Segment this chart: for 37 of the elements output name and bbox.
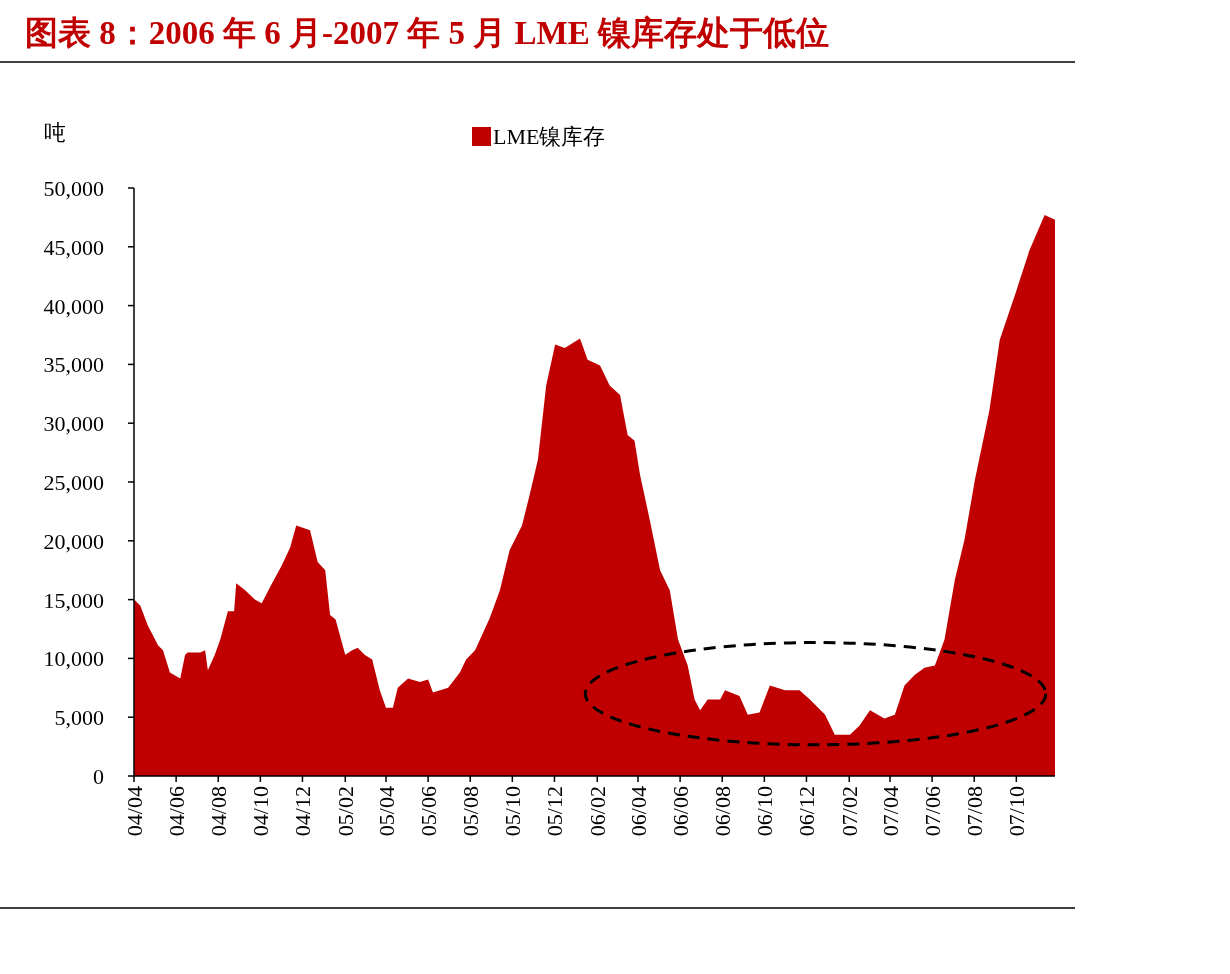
x-tick-label: 05/10 <box>500 786 526 837</box>
x-tick-label: 05/02 <box>333 786 359 837</box>
y-tick-label: 30,000 <box>43 411 104 437</box>
x-tick-label: 06/08 <box>710 786 736 837</box>
title: 图表 8：2006 年 6 月-2007 年 5 月 LME 镍库存处于低位 <box>25 15 829 51</box>
y-tick-label: 5,000 <box>54 705 104 731</box>
x-tick-label: 07/06 <box>920 786 946 837</box>
ylabel: 吨 <box>44 120 66 145</box>
y-tick-label: 35,000 <box>43 352 104 378</box>
y-tick-label: 50,000 <box>43 176 104 201</box>
legend-item: LME镍库存 <box>472 124 606 149</box>
x-tick-label: 04/12 <box>290 786 316 837</box>
x-tick-label: 06/02 <box>585 786 611 837</box>
x-tick-label: 07/10 <box>1004 786 1030 837</box>
x-tick-label: 05/12 <box>542 786 568 837</box>
y-tick-label: 40,000 <box>43 293 104 319</box>
x-tick-label: 06/12 <box>794 786 820 837</box>
y-tick-label: 25,000 <box>43 470 104 495</box>
x-tick-label: 04/04 <box>122 786 147 837</box>
legend-label: LME镍库存 <box>493 124 606 149</box>
x-tick-label: 05/06 <box>416 786 442 837</box>
y-tick-label: 10,000 <box>43 646 104 672</box>
x-tick-label: 07/04 <box>877 786 903 837</box>
x-tick-label: 05/08 <box>458 786 484 837</box>
y-tick-label: 0 <box>93 764 104 789</box>
y-tick-label: 15,000 <box>43 587 104 613</box>
x-tick-label: 04/08 <box>206 786 232 837</box>
x-tick-label: 04/10 <box>248 786 274 837</box>
x-tick-label: 04/06 <box>164 786 190 837</box>
x-tick-label: 07/08 <box>962 786 988 837</box>
y-tick-label: 45,000 <box>43 234 104 260</box>
x-tick-label: 05/04 <box>374 786 399 837</box>
y-tick-label: 20,000 <box>43 528 104 554</box>
x-tick-label: 07/02 <box>837 786 863 837</box>
x-tick-label: 06/10 <box>752 786 778 837</box>
x-tick-label: 06/06 <box>668 786 694 837</box>
x-tick-label: 06/04 <box>626 786 651 837</box>
